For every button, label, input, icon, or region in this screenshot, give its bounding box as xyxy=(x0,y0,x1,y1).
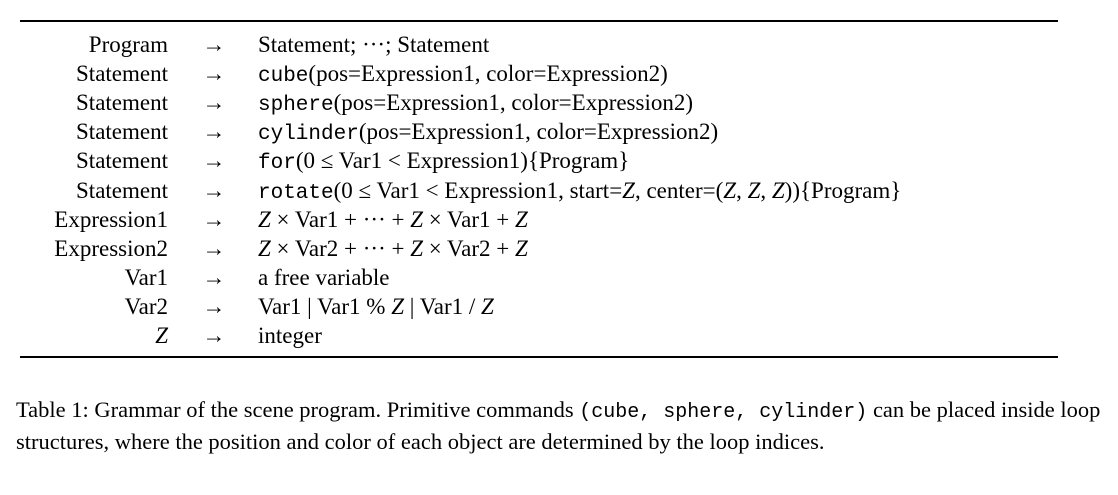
text-segment: × Var2 + ··· + xyxy=(270,235,411,261)
grammar-row: Statement → cube(pos=Expression1, color=Ex… xyxy=(0,59,1118,88)
text-segment: Var1 | Var1 % xyxy=(258,293,392,319)
text-segment: (pos=Expression1, color=Expression2) xyxy=(358,119,719,145)
text-segment: can be placed inside loop structures, wh… xyxy=(16,397,1101,454)
text-segment: a free variable xyxy=(258,264,390,290)
grammar-row: Var1 → a free variable xyxy=(0,263,1118,292)
table-top-rule xyxy=(20,20,1058,22)
text-segment: Table 1: Grammar of the scene program. P… xyxy=(16,397,580,422)
grammar-rhs: Statement; ···; Statement xyxy=(258,30,489,59)
grammar-rhs: a free variable xyxy=(258,263,390,292)
text-segment: integer xyxy=(258,323,322,348)
text-segment: (0 ≤ Var1 < Expression1, start= xyxy=(333,177,623,203)
grammar-rhs: for(0 ≤ Var1 < Expression1){Program} xyxy=(258,146,629,178)
grammar-row: Statement → sphere(pos=Expression1, color=… xyxy=(0,88,1118,117)
grammar-rhs: cylinder(pos=Expression1, color=Expressi… xyxy=(258,117,718,149)
text-segment: (pos=Expression1, color=Expression2) xyxy=(308,61,668,87)
text-segment: Z xyxy=(514,206,528,232)
code-keyword: cube xyxy=(258,65,309,89)
text-segment: × Var1 + ··· + xyxy=(270,206,411,232)
grammar-rhs: Var1 | Var1 % Z | Var1 / Z xyxy=(258,292,494,321)
text-segment: × Var1 + xyxy=(423,206,515,232)
right-arrow-icon: → xyxy=(202,90,226,116)
text-segment: Z xyxy=(481,293,494,319)
text-segment: Z xyxy=(747,177,761,203)
grammar-lhs: Program xyxy=(88,32,168,57)
text-segment: Z xyxy=(258,235,271,261)
grammar-lhs: Expression2 xyxy=(54,235,168,261)
right-arrow-icon: → xyxy=(202,235,226,261)
text-segment: , xyxy=(736,177,748,203)
code-keyword: cylinder xyxy=(258,123,359,147)
grammar-row: Z → integer xyxy=(0,321,1118,350)
text-segment: , xyxy=(760,177,772,203)
text-segment: | Var1 / xyxy=(404,293,482,319)
right-arrow-icon: → xyxy=(202,61,226,87)
grammar-lhs: Var2 xyxy=(124,293,168,319)
code-keyword: sphere xyxy=(258,94,334,118)
grammar-rhs: rotate(0 ≤ Var1 < Expression1, start=Z, … xyxy=(258,176,901,208)
code-keyword: (cube, sphere, cylinder) xyxy=(579,401,868,424)
text-segment: Z xyxy=(258,206,271,232)
right-arrow-icon: → xyxy=(202,323,226,348)
text-segment: Z xyxy=(514,235,528,261)
grammar-row: Program → Statement; ···; Statement xyxy=(0,30,1118,59)
text-segment: × Var2 + xyxy=(423,235,515,261)
grammar-lhs: Statement xyxy=(76,177,168,203)
grammar-lhs: Z xyxy=(155,323,168,348)
grammar-lhs: Statement xyxy=(76,90,168,116)
table-caption: Table 1: Grammar of the scene program. P… xyxy=(16,396,1106,456)
right-arrow-icon: → xyxy=(202,119,226,145)
right-arrow-icon: → xyxy=(202,148,226,174)
text-segment: Z xyxy=(410,235,423,261)
grammar-rhs: Z × Var1 + ··· + Z × Var1 + Z xyxy=(258,205,528,234)
text-segment: Z xyxy=(723,177,737,203)
grammar-lhs: Statement xyxy=(76,61,168,87)
text-segment: )){Program} xyxy=(784,177,902,203)
grammar-lhs: Statement xyxy=(76,148,168,174)
grammar-lhs: Statement xyxy=(76,119,168,145)
right-arrow-icon: → xyxy=(202,206,226,232)
right-arrow-icon: → xyxy=(202,177,226,203)
text-segment: Z xyxy=(410,206,423,232)
text-segment: , center=( xyxy=(634,177,724,203)
grammar-row: Var2 → Var1 | Var1 % Z | Var1 / Z xyxy=(0,292,1118,321)
right-arrow-icon: → xyxy=(202,293,226,319)
text-segment: (0 ≤ Var1 < Expression1){Program} xyxy=(295,148,630,174)
text-segment: (pos=Expression1, color=Expression2) xyxy=(333,90,694,116)
grammar-row: Expression1 → Z × Var1 + ··· + Z × Var1 + … xyxy=(0,205,1118,234)
code-keyword: for xyxy=(258,152,296,176)
grammar-row: Statement → for(0 ≤ Var1 < Expression1){Pr… xyxy=(0,146,1118,175)
grammar-lhs: Expression1 xyxy=(54,206,168,232)
text-segment: Z xyxy=(391,293,405,319)
code-keyword: rotate xyxy=(258,181,334,205)
grammar-rhs: Z × Var2 + ··· + Z × Var2 + Z xyxy=(258,234,528,263)
text-segment: Statement; ···; Statement xyxy=(258,32,490,57)
grammar-row: Expression2 → Z × Var2 + ··· + Z × Var2 + … xyxy=(0,234,1118,263)
grammar-row: Statement → rotate(0 ≤ Var1 < Expression1,… xyxy=(0,176,1118,205)
grammar-lhs: Var1 xyxy=(124,264,168,290)
grammar-rhs: sphere(pos=Expression1, color=Expression… xyxy=(258,88,693,120)
text-segment: Z xyxy=(622,177,635,203)
grammar-row: Statement → cylinder(pos=Expression1, colo… xyxy=(0,117,1118,146)
table-bottom-rule xyxy=(20,356,1058,358)
right-arrow-icon: → xyxy=(202,264,226,290)
grammar-rhs: integer xyxy=(258,321,322,350)
text-segment: Z xyxy=(771,177,785,203)
right-arrow-icon: → xyxy=(202,32,226,57)
grammar-rhs: cube(pos=Expression1, color=Expression2) xyxy=(258,59,668,91)
